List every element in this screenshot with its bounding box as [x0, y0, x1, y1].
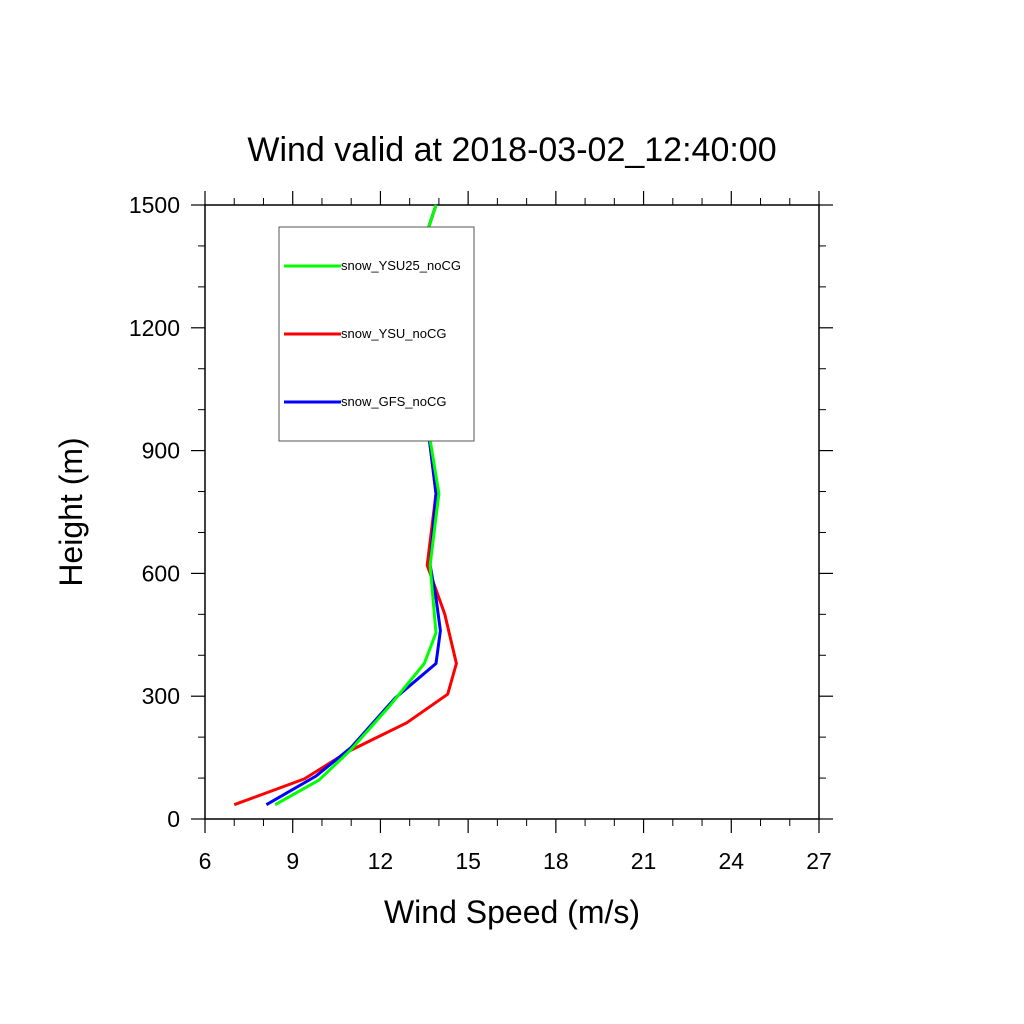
legend: snow_YSU25_noCG snow_YSU_noCG snow_GFS_noC… [278, 226, 475, 442]
x-tick-label: 6 [199, 848, 212, 874]
y-axis: 0 300 600 900 1200 1500 [129, 192, 833, 832]
y-tick-label: 0 [167, 806, 180, 832]
y-tick-label: 1200 [129, 315, 180, 341]
x-axis-label: Wind Speed (m/s) [384, 894, 640, 930]
x-axis: 6 9 12 15 18 21 24 27 [199, 191, 832, 874]
y-tick-label: 600 [142, 560, 180, 586]
x-tick-label: 24 [718, 848, 744, 874]
legend-label: snow_GFS_noCG [341, 394, 447, 409]
y-axis-label: Height (m) [53, 437, 89, 586]
x-tick-label: 15 [455, 848, 481, 874]
y-tick-label: 300 [142, 683, 180, 709]
x-tick-label: 9 [286, 848, 299, 874]
chart-title: Wind valid at 2018-03-02_12:40:00 [247, 131, 776, 169]
y-tick-label: 1500 [129, 192, 180, 218]
x-tick-label: 27 [806, 848, 832, 874]
x-tick-label: 21 [631, 848, 657, 874]
y-tick-label: 900 [142, 438, 180, 464]
plot-frame [204, 204, 820, 820]
legend-label: snow_YSU_noCG [341, 326, 447, 341]
legend-label: snow_YSU25_noCG [341, 258, 461, 273]
x-tick-label: 18 [543, 848, 569, 874]
x-tick-label: 12 [368, 848, 394, 874]
